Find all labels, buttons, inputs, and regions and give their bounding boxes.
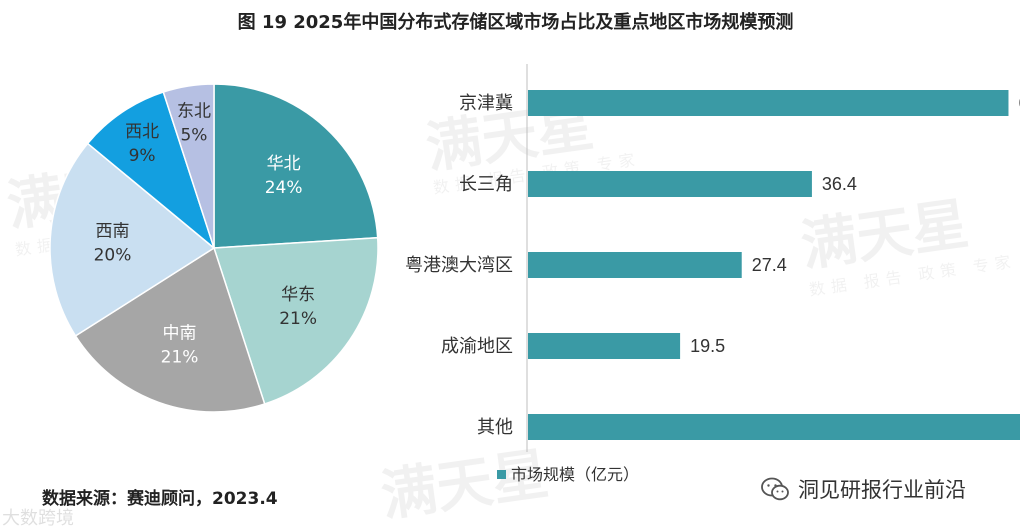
y-tick-label: 京津冀 xyxy=(459,93,513,114)
bar-value-label: 36.4 xyxy=(822,174,857,194)
pie-slice-label: 华东 xyxy=(281,285,315,305)
y-tick-label: 长三角 xyxy=(459,174,513,195)
pie-slice xyxy=(162,83,215,249)
pie-chart: 华北 24% 华东 21% 中南 21% 西南 20% 西北 9% 东北 5% xyxy=(49,83,379,413)
y-tick-label: 成渝地区 xyxy=(441,336,513,357)
y-tick-label: 其他 xyxy=(477,417,513,438)
legend-label: 市场规模（亿元） xyxy=(511,465,639,484)
pie-slice-value: 21% xyxy=(161,348,199,368)
bar xyxy=(528,171,812,197)
pie-slice-value: 24% xyxy=(265,178,303,198)
bar-chart: 京津冀61.6长三角36.4粤港澳大湾区27.4成渝地区19.5其他66.6市场… xyxy=(405,64,1020,484)
pie-slice-value: 21% xyxy=(279,309,317,329)
bar-value-label: 61.6 xyxy=(1018,93,1020,113)
corner-watermark: 大数跨境 xyxy=(2,508,74,529)
pie-slice-value: 9% xyxy=(129,146,156,166)
source-note: 数据来源：赛迪顾问，2023.4 xyxy=(42,489,278,509)
pie-slice xyxy=(49,142,216,337)
pie-slice-label: 西南 xyxy=(96,222,130,242)
wechat-icon xyxy=(761,477,789,501)
pie-slice-label: 华北 xyxy=(267,154,301,174)
pie-slice-label: 中南 xyxy=(163,324,197,344)
pie-slice-value: 5% xyxy=(180,126,207,146)
pie-slice xyxy=(213,83,379,249)
pie-slice xyxy=(74,246,266,413)
bar-value-label: 27.4 xyxy=(752,255,787,275)
pie-slice xyxy=(212,236,379,405)
pie-slice-label: 西北 xyxy=(125,122,159,142)
y-tick-label: 粤港澳大湾区 xyxy=(405,255,513,276)
wechat-account: 洞见研报行业前沿 xyxy=(760,474,966,504)
bar-value-label: 19.5 xyxy=(690,336,725,356)
bar xyxy=(528,414,1020,440)
chart-title: 图 19 2025年中国分布式存储区域市场占比及重点地区市场规模预测 xyxy=(237,12,794,33)
pie-slice xyxy=(86,91,216,251)
legend-swatch xyxy=(497,470,506,479)
pie-slice-value: 20% xyxy=(94,246,132,266)
bar xyxy=(528,333,681,359)
wechat-account-name: 洞见研报行业前沿 xyxy=(798,478,966,502)
bar xyxy=(528,252,742,278)
bar xyxy=(528,90,1009,116)
pie-slice-label: 东北 xyxy=(177,102,211,122)
